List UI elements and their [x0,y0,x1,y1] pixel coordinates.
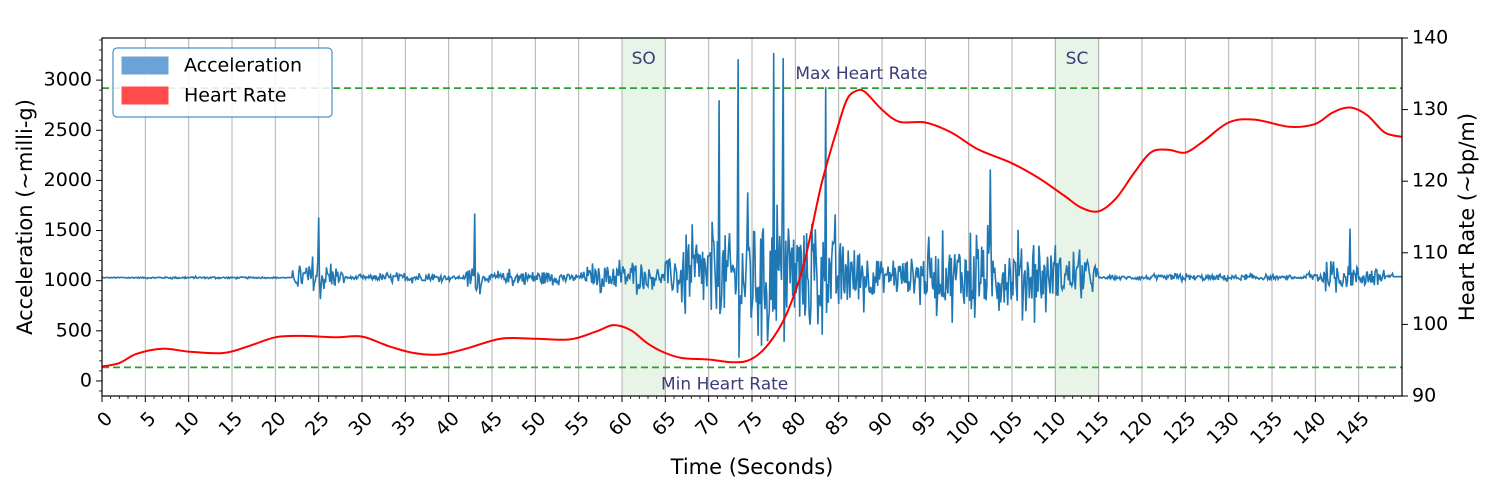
x-tick-label: 45 [474,408,507,441]
x-tick-label: 135 [1246,408,1287,449]
annotations: SO SC Max Heart Rate Min Heart Rate [632,49,1089,394]
y-right-tick-label: 110 [1412,241,1448,263]
x-tick-label: 110 [1029,408,1070,449]
x-tick-label: 140 [1289,408,1330,449]
max-heart-rate-label: Max Heart Rate [795,64,927,84]
x-tick-label: 105 [986,408,1027,449]
legend-swatch-1 [121,86,169,105]
acceleration-line [102,52,1402,358]
x-tick-label: 5 [136,408,160,432]
x-tick-label: 10 [171,408,204,441]
x-tick-label: 50 [518,408,551,441]
shaded-region-sc [1054,37,1100,397]
x-tick-label: 90 [864,408,897,441]
y-left-tick-label: 1000 [44,269,92,291]
x-tick-label: 15 [214,408,247,441]
y-left-tick-label: 2000 [44,169,92,191]
y-axis-right-label: Heart Rate (~bp/m) [1455,113,1479,321]
x-tick-label: 75 [734,408,767,441]
heart-rate-series [101,88,1403,368]
y-right-tick-label: 100 [1412,313,1448,335]
x-tick-label: 80 [778,408,811,441]
legend-label-0: Acceleration [184,55,302,77]
y-right-tick-label: 90 [1412,385,1436,407]
x-tick-label: 40 [431,408,464,441]
region-label-sc: SC [1066,49,1089,69]
x-tick-label: 65 [648,408,681,441]
y-right-tick-label: 140 [1412,27,1448,49]
x-tick-label: 125 [1159,408,1200,449]
x-tick-label: 60 [604,408,637,441]
x-tick-label: 70 [691,408,724,441]
y-left-tick-label: 3000 [44,69,92,91]
x-tick-label: 35 [388,408,421,441]
y-axis-left-label: Acceleration (~milli-g) [13,99,37,335]
min-heart-rate-label: Min Heart Rate [661,374,788,394]
y-right-tick-label: 130 [1412,98,1448,120]
y-axis-right: 90 100 110 120 130 140 [1402,27,1448,407]
x-tick-label: 20 [258,408,291,441]
x-tick-label: 25 [301,408,334,441]
legend: Acceleration Heart Rate [112,47,333,118]
acceleration-series [102,52,1402,358]
x-tick-label: 95 [908,408,941,441]
x-tick-label: 120 [1116,408,1157,449]
y-right-tick-label: 120 [1412,170,1448,192]
x-tick-label: 55 [561,408,594,441]
x-tick-label: 100 [943,408,984,449]
heart-rate-line [101,88,1403,368]
y-left-tick-label: 1500 [44,219,92,241]
reference-lines [102,87,1402,369]
y-axis-left: 0 500 1000 1500 2000 2500 3000 [44,39,102,391]
y-left-tick-label: 2500 [44,119,92,141]
x-tick-label: 115 [1073,408,1114,449]
x-tick-label: 145 [1333,408,1374,449]
shaded-regions [621,37,1100,397]
region-label-so: SO [632,49,656,69]
x-axis: 0 5 10 15 20 25 30 35 40 45 50 55 60 65 70 75 80 85 90 95 10… [93,396,1394,449]
legend-label-1: Heart Rate [184,85,287,107]
x-axis-label: Time (Seconds) [670,455,834,479]
y-left-tick-label: 0 [80,369,92,391]
y-left-tick-label: 500 [56,319,92,341]
x-tick-label: 85 [821,408,854,441]
x-tick-label: 30 [344,408,377,441]
shaded-region-so [621,37,666,397]
x-tick-label: 130 [1203,408,1244,449]
x-tick-label: 0 [93,408,117,432]
legend-swatch-0 [121,56,169,75]
